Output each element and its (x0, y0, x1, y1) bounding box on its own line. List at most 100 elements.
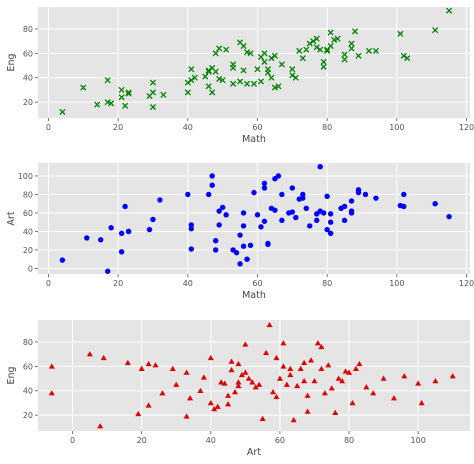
y-tick-label: 0 (28, 264, 33, 273)
data-point (225, 401, 232, 407)
data-point (243, 80, 251, 87)
y-tick-label: 80 (23, 190, 33, 199)
x-tick-label: 100 (389, 123, 404, 132)
data-point (313, 44, 320, 51)
data-point (249, 379, 256, 385)
x-tick-label: 20 (137, 436, 147, 445)
data-point (86, 351, 93, 357)
data-point (400, 52, 407, 59)
data-point (264, 69, 271, 76)
data-point (122, 203, 128, 210)
data-point (231, 388, 238, 395)
data-point (240, 210, 247, 216)
data-point (212, 50, 219, 57)
data-point (205, 83, 212, 90)
data-point (207, 354, 214, 361)
data-point (432, 27, 439, 34)
data-point (243, 49, 251, 56)
data-point (279, 191, 285, 198)
x-tick-label: 0 (46, 279, 51, 288)
data-point (209, 173, 215, 179)
data-point (301, 377, 308, 384)
y-tick-label: 40 (23, 387, 33, 396)
data-point (328, 385, 335, 391)
x-axis-label: Math (242, 134, 266, 145)
data-point (268, 55, 275, 62)
data-point (145, 402, 152, 408)
data-point (237, 232, 243, 238)
data-point (250, 80, 258, 87)
y-tick-label: 20 (23, 411, 33, 420)
subplot-art-vs-eng: 0 20 40 60 80 100 20 40 60 80 Art Eng (6, 320, 470, 458)
data-point (125, 90, 132, 97)
data-point (327, 29, 334, 36)
data-point (80, 84, 87, 91)
y-tick-label: 100 (18, 172, 33, 181)
data-point (307, 223, 313, 229)
data-point (271, 84, 278, 91)
data-point (352, 365, 359, 372)
data-point (242, 369, 249, 375)
data-point (216, 208, 222, 214)
data-point (160, 91, 167, 98)
data-point (245, 375, 252, 381)
data-point (59, 108, 66, 115)
data-point (233, 250, 240, 256)
data-point (183, 369, 190, 375)
x-tick-label: 40 (183, 123, 193, 132)
data-point (184, 79, 191, 86)
data-point (311, 377, 318, 384)
y-tick-label: 60 (23, 49, 33, 58)
data-point (218, 379, 225, 385)
data-point (362, 191, 369, 198)
data-points (48, 321, 456, 429)
data-point (314, 340, 321, 346)
data-point (348, 45, 355, 52)
data-point (138, 365, 145, 372)
data-point (372, 47, 379, 54)
data-point (355, 52, 362, 59)
data-point (273, 354, 280, 361)
data-point (188, 77, 195, 84)
data-point (370, 390, 377, 396)
data-point (244, 256, 250, 262)
data-point (314, 217, 320, 224)
data-point (211, 406, 218, 412)
data-point (351, 28, 359, 35)
data-point (265, 240, 271, 247)
data-point (135, 410, 142, 417)
data-point (219, 77, 226, 84)
data-point (118, 230, 125, 236)
data-point (125, 89, 132, 96)
x-tick-label: 20 (113, 279, 123, 288)
data-point (212, 238, 219, 244)
data-point (100, 354, 107, 361)
data-point (325, 362, 332, 368)
x-axis-label: Math (242, 290, 266, 301)
data-point (324, 47, 331, 54)
y-tick-label: 60 (23, 209, 33, 218)
x-tick-label: 0 (70, 436, 75, 445)
data-point (327, 42, 334, 50)
data-point (356, 360, 363, 367)
data-point (118, 86, 125, 94)
data-point (341, 51, 348, 58)
data-point (327, 211, 334, 217)
data-point (331, 36, 338, 43)
x-tick-label: 120 (459, 279, 474, 288)
data-point (183, 413, 190, 419)
data-point (280, 363, 287, 369)
data-point (230, 80, 237, 87)
data-point (346, 369, 353, 375)
data-point (230, 64, 237, 72)
data-point (300, 195, 306, 201)
data-point (48, 363, 55, 369)
data-point (59, 257, 66, 263)
data-point (257, 78, 265, 85)
data-point (365, 47, 373, 54)
x-tick-label: 80 (322, 279, 332, 288)
data-point (321, 390, 328, 396)
data-point (197, 387, 204, 393)
data-point (313, 35, 320, 42)
